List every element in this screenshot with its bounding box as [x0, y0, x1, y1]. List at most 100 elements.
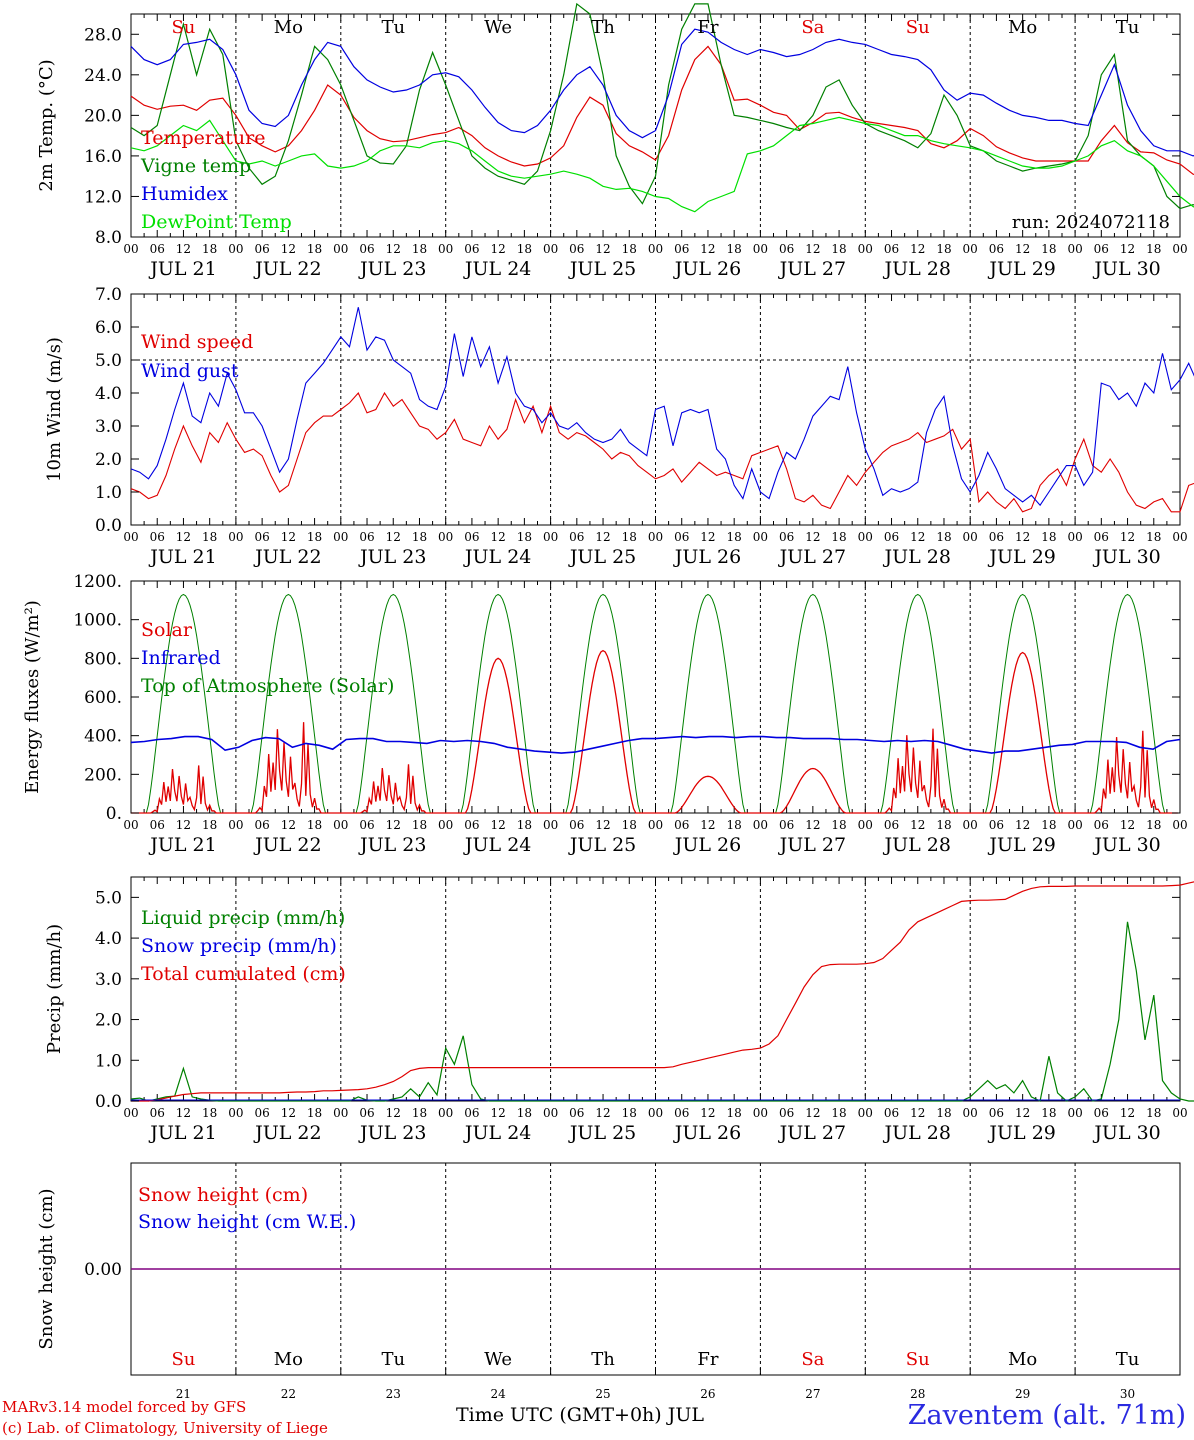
weekday-label: Th	[591, 17, 615, 38]
hour-tick-label: 18	[412, 1106, 427, 1120]
hour-tick-label: 06	[1094, 1106, 1109, 1120]
hour-tick-label: 06	[989, 530, 1004, 544]
hour-tick-label: 12	[281, 1106, 296, 1120]
hour-tick-label: 12	[491, 242, 506, 256]
weekday-label: Mo	[1008, 1349, 1037, 1370]
hour-tick-label: 12	[386, 242, 401, 256]
y-tick-label: 0.	[106, 804, 122, 824]
weekday-label: Su	[171, 1349, 195, 1370]
hour-tick-label: 12	[1120, 818, 1135, 832]
date-label: JUL 23	[358, 258, 426, 280]
y-tick-label: 1200.	[73, 572, 122, 592]
y-tick-label: 0.0	[95, 516, 122, 536]
day-number-label: 23	[386, 1387, 401, 1401]
date-label: JUL 24	[463, 834, 531, 856]
hour-tick-label: 12	[805, 242, 820, 256]
weekday-label: Tu	[1116, 1349, 1140, 1370]
hour-tick-label: 18	[831, 530, 846, 544]
hour-tick-label: 06	[989, 1106, 1004, 1120]
hour-tick-label: 06	[150, 242, 165, 256]
hour-tick-label: 18	[307, 242, 322, 256]
hour-tick-label: 00	[1067, 530, 1082, 544]
hour-tick-label: 06	[464, 1106, 479, 1120]
hour-tick-label: 12	[176, 1106, 191, 1120]
hour-tick-label: 18	[1146, 1106, 1161, 1120]
hour-tick-label: 12	[176, 818, 191, 832]
hour-tick-label: 12	[491, 530, 506, 544]
hour-tick-label: 00	[1067, 818, 1082, 832]
hour-tick-label: 18	[307, 818, 322, 832]
hour-tick-label: 00	[123, 1106, 138, 1120]
hour-tick-label: 06	[779, 1106, 794, 1120]
hour-tick-label: 12	[281, 242, 296, 256]
y-tick-label: 2.0	[95, 450, 122, 470]
y-tick-label: 0.0	[95, 1092, 122, 1112]
date-label: JUL 27	[778, 1122, 846, 1144]
hour-tick-label: 18	[202, 1106, 217, 1120]
legend-entry: Humidex	[141, 183, 228, 205]
hour-tick-label: 06	[464, 242, 479, 256]
weekday-label: Su	[906, 17, 930, 38]
hour-tick-label: 12	[1015, 530, 1030, 544]
hour-tick-label: 06	[1094, 818, 1109, 832]
hour-tick-label: 12	[281, 530, 296, 544]
hour-tick-label: 06	[359, 1106, 374, 1120]
hour-tick-label: 18	[622, 818, 637, 832]
y-axis-label: Precip (mm/h)	[44, 924, 65, 1054]
weekday-label: Fr	[697, 1349, 718, 1370]
y-tick-label: 800.	[84, 649, 122, 669]
hour-tick-label: 18	[307, 1106, 322, 1120]
hour-tick-label: 00	[543, 1106, 558, 1120]
hour-tick-label: 18	[1146, 818, 1161, 832]
legend-entry: Infrared	[141, 647, 221, 669]
series-dewpoint-temp	[130, 116, 1194, 213]
hour-tick-label: 00	[228, 242, 243, 256]
date-label: JUL 27	[778, 546, 846, 568]
hour-tick-label: 18	[1146, 242, 1161, 256]
hour-tick-label: 00	[123, 530, 138, 544]
hour-tick-label: 06	[150, 530, 165, 544]
hour-tick-label: 12	[386, 1106, 401, 1120]
series-humidex	[130, 28, 1194, 157]
hour-tick-label: 00	[753, 818, 768, 832]
hour-tick-label: 06	[150, 818, 165, 832]
hour-tick-label: 00	[648, 242, 663, 256]
legend-entry: Wind speed	[141, 331, 253, 353]
weekday-label: Tu	[1116, 17, 1140, 38]
hour-tick-label: 00	[753, 530, 768, 544]
day-number-label: 24	[491, 1387, 507, 1401]
series-wind-gust	[130, 307, 1194, 507]
hour-tick-label: 18	[622, 242, 637, 256]
hour-tick-label: 00	[1067, 242, 1082, 256]
date-label: JUL 23	[358, 546, 426, 568]
hour-tick-label: 00	[543, 818, 558, 832]
hour-tick-label: 18	[936, 530, 951, 544]
hour-tick-label: 12	[1120, 530, 1135, 544]
hour-tick-label: 12	[910, 1106, 925, 1120]
hour-tick-label: 00	[438, 242, 453, 256]
date-label: JUL 24	[463, 546, 531, 568]
date-label: JUL 27	[778, 258, 846, 280]
hour-tick-label: 18	[831, 242, 846, 256]
date-label: JUL 28	[883, 1122, 951, 1144]
hour-tick-label: 18	[1146, 530, 1161, 544]
hour-tick-label: 18	[936, 818, 951, 832]
hour-tick-label: 00	[333, 818, 348, 832]
hour-tick-label: 06	[359, 242, 374, 256]
hour-tick-label: 12	[281, 818, 296, 832]
legend-entry: Wind gust	[141, 360, 239, 382]
series-wind-speed	[130, 391, 1194, 513]
legend-entry: Snow height (cm W.E.)	[138, 1211, 356, 1233]
date-label: JUL 26	[673, 834, 741, 856]
date-label: JUL 27	[778, 834, 846, 856]
day-number-label: 28	[910, 1387, 925, 1401]
date-label: JUL 26	[673, 258, 741, 280]
hour-tick-label: 12	[595, 1106, 610, 1120]
time-axis-label: Time UTC (GMT+0h) JUL	[456, 1404, 704, 1426]
date-label: JUL 22	[253, 258, 321, 280]
hour-tick-label: 12	[700, 530, 715, 544]
legend-entry: Vigne temp	[140, 155, 251, 177]
hour-tick-label: 06	[779, 530, 794, 544]
hour-tick-label: 06	[884, 1106, 899, 1120]
